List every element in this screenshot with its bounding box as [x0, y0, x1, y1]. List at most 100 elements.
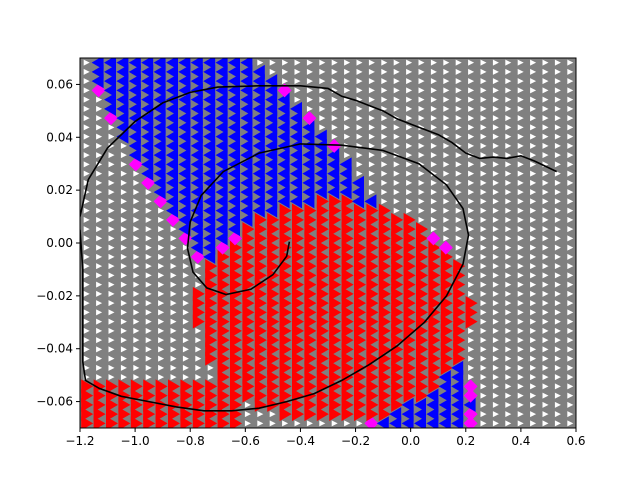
- push-right-marker: [304, 203, 317, 218]
- field-arrow: [530, 346, 537, 353]
- push-right-marker: [230, 351, 242, 366]
- field-arrow: [381, 152, 388, 159]
- push-left-marker: [104, 92, 116, 107]
- field-arrow: [468, 105, 475, 112]
- field-arrow: [468, 281, 475, 288]
- push-left-marker: [339, 185, 352, 200]
- field-arrow: [344, 59, 351, 66]
- field-arrow: [381, 142, 388, 149]
- push-right-marker: [267, 314, 280, 329]
- push-left-marker: [141, 148, 154, 163]
- push-left-marker: [228, 222, 240, 237]
- push-right-marker: [453, 342, 466, 357]
- push-right-marker: [391, 305, 404, 320]
- push-right-marker: [217, 277, 230, 292]
- push-left-marker: [240, 92, 253, 107]
- field-arrow: [96, 327, 103, 334]
- field-arrow: [83, 115, 90, 122]
- push-right-marker: [366, 203, 379, 218]
- field-arrow: [83, 253, 90, 260]
- push-left-marker: [376, 416, 389, 428]
- field-arrow: [567, 105, 574, 112]
- field-arrow: [108, 133, 115, 140]
- field-arrow: [96, 290, 103, 297]
- push-right-marker: [230, 286, 242, 301]
- field-arrow: [567, 198, 574, 205]
- push-right-marker: [279, 314, 292, 329]
- push-left-marker: [265, 157, 278, 172]
- field-arrow: [182, 244, 189, 251]
- push-right-marker: [329, 286, 342, 301]
- field-arrow: [480, 272, 487, 279]
- push-left-marker: [190, 148, 203, 163]
- field-arrow: [96, 300, 103, 307]
- field-arrow: [492, 59, 499, 66]
- field-arrow: [480, 263, 487, 270]
- push-left-marker: [265, 185, 278, 200]
- field-arrow: [480, 124, 487, 131]
- push-left-marker: [339, 175, 352, 190]
- push-left-marker: [277, 148, 290, 163]
- push-left-marker: [228, 166, 240, 181]
- field-arrow: [83, 226, 90, 233]
- push-left-marker: [166, 74, 178, 89]
- field-arrow: [492, 78, 499, 85]
- push-right-marker: [341, 286, 354, 301]
- push-right-marker: [453, 286, 466, 301]
- push-left-marker: [228, 58, 240, 70]
- push-left-marker: [252, 157, 265, 172]
- push-right-marker: [279, 360, 292, 375]
- push-right-marker: [366, 342, 379, 357]
- field-arrow: [133, 189, 140, 196]
- push-right-marker: [292, 268, 304, 283]
- push-right-marker: [378, 249, 391, 264]
- field-arrow: [108, 337, 115, 344]
- push-left-marker: [203, 120, 216, 135]
- field-arrow: [356, 124, 363, 131]
- push-left-marker: [178, 157, 191, 172]
- push-left-marker: [128, 74, 141, 89]
- field-arrow: [158, 290, 165, 297]
- push-left-marker: [166, 194, 178, 209]
- push-left-marker: [240, 111, 253, 126]
- field-arrow: [505, 216, 512, 223]
- push-right-marker: [217, 323, 230, 338]
- field-arrow: [517, 327, 524, 334]
- push-right-marker: [254, 314, 267, 329]
- push-left-marker: [178, 64, 191, 79]
- field-arrow: [331, 96, 338, 103]
- field-arrow: [554, 420, 561, 427]
- field-arrow: [368, 115, 375, 122]
- field-arrow: [468, 59, 475, 66]
- field-arrow: [96, 115, 103, 122]
- field-arrow: [542, 68, 549, 75]
- push-right-marker: [378, 268, 391, 283]
- push-right-marker: [354, 342, 366, 357]
- push-right-marker: [292, 212, 304, 227]
- field-arrow: [83, 346, 90, 353]
- push-left-marker: [166, 64, 178, 79]
- push-right-marker: [93, 407, 106, 422]
- push-right-marker: [279, 277, 292, 292]
- field-arrow: [468, 374, 475, 381]
- field-arrow: [530, 337, 537, 344]
- field-arrow: [331, 78, 338, 85]
- push-right-marker: [292, 407, 304, 422]
- field-arrow: [120, 216, 127, 223]
- push-left-marker: [178, 138, 191, 153]
- field-arrow: [492, 355, 499, 362]
- push-left-marker: [240, 138, 253, 153]
- field-arrow: [96, 96, 103, 103]
- push-left-marker: [252, 194, 265, 209]
- field-arrow: [530, 235, 537, 242]
- field-arrow: [505, 235, 512, 242]
- field-arrow: [294, 59, 301, 66]
- field-arrow: [530, 78, 537, 85]
- field-arrow: [480, 96, 487, 103]
- push-right-marker: [354, 407, 366, 422]
- push-left-marker: [265, 194, 278, 209]
- field-arrow: [492, 401, 499, 408]
- field-arrow: [567, 189, 574, 196]
- field-arrow: [158, 244, 165, 251]
- push-right-marker: [329, 268, 342, 283]
